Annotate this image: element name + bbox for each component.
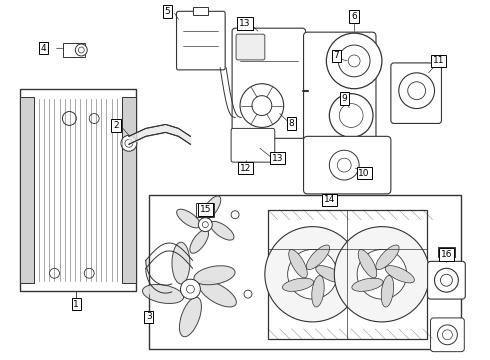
Bar	[122, 96, 136, 283]
Text: 8: 8	[289, 119, 294, 128]
FancyBboxPatch shape	[391, 63, 441, 123]
FancyBboxPatch shape	[236, 34, 265, 60]
Ellipse shape	[352, 278, 383, 291]
Ellipse shape	[376, 245, 399, 270]
Bar	[149, 195, 461, 349]
Circle shape	[399, 73, 435, 109]
Circle shape	[334, 227, 430, 322]
Circle shape	[408, 82, 426, 100]
Text: 16: 16	[441, 250, 452, 259]
Circle shape	[121, 135, 137, 151]
Text: 2: 2	[113, 121, 119, 130]
Circle shape	[288, 249, 337, 299]
Circle shape	[442, 330, 452, 340]
Text: 6: 6	[351, 12, 357, 21]
Text: 10: 10	[358, 168, 370, 177]
Text: 13: 13	[272, 154, 284, 163]
Text: 3: 3	[146, 312, 151, 321]
Circle shape	[305, 266, 320, 282]
FancyBboxPatch shape	[176, 11, 225, 70]
Ellipse shape	[316, 266, 345, 283]
Ellipse shape	[282, 278, 314, 291]
Ellipse shape	[190, 230, 209, 253]
Ellipse shape	[210, 221, 234, 240]
Circle shape	[75, 44, 87, 56]
Circle shape	[337, 158, 351, 172]
Ellipse shape	[358, 249, 377, 278]
Circle shape	[187, 285, 195, 293]
Text: 11: 11	[433, 57, 444, 66]
Text: 1: 1	[74, 300, 79, 309]
FancyBboxPatch shape	[231, 129, 275, 162]
Circle shape	[84, 268, 94, 278]
Circle shape	[244, 290, 252, 298]
Circle shape	[348, 55, 360, 67]
Ellipse shape	[202, 196, 221, 220]
Text: 5: 5	[165, 7, 171, 16]
Text: 15: 15	[199, 205, 211, 214]
Ellipse shape	[194, 266, 235, 285]
Circle shape	[441, 274, 452, 286]
Ellipse shape	[385, 266, 415, 283]
Circle shape	[62, 112, 76, 125]
Circle shape	[89, 113, 99, 123]
Ellipse shape	[172, 242, 190, 284]
Circle shape	[338, 45, 370, 77]
Text: 13: 13	[239, 19, 251, 28]
Circle shape	[231, 211, 239, 219]
FancyBboxPatch shape	[428, 261, 465, 299]
Circle shape	[49, 268, 59, 278]
Ellipse shape	[176, 209, 200, 228]
FancyBboxPatch shape	[431, 318, 465, 352]
Bar	[63, 43, 85, 57]
Circle shape	[339, 104, 363, 127]
Circle shape	[357, 249, 407, 299]
Circle shape	[240, 84, 284, 127]
Ellipse shape	[199, 281, 236, 307]
Ellipse shape	[312, 275, 324, 307]
Circle shape	[78, 47, 84, 53]
Bar	[194, 7, 208, 15]
Ellipse shape	[381, 275, 393, 307]
Circle shape	[329, 94, 373, 137]
Circle shape	[180, 279, 200, 299]
Bar	[20, 89, 136, 291]
Circle shape	[435, 268, 458, 292]
Circle shape	[326, 33, 382, 89]
Bar	[438, 247, 455, 257]
Ellipse shape	[143, 284, 184, 303]
FancyBboxPatch shape	[232, 28, 306, 138]
Ellipse shape	[306, 245, 330, 270]
Bar	[196, 203, 214, 217]
Circle shape	[265, 227, 360, 322]
FancyBboxPatch shape	[303, 136, 391, 194]
Circle shape	[252, 96, 272, 116]
Circle shape	[125, 139, 133, 147]
Circle shape	[198, 218, 212, 231]
Circle shape	[438, 325, 457, 345]
Text: 12: 12	[240, 163, 252, 172]
Circle shape	[202, 222, 208, 228]
Ellipse shape	[179, 297, 201, 337]
Bar	[20, 96, 34, 283]
Text: 7: 7	[333, 51, 339, 60]
Ellipse shape	[289, 249, 307, 278]
Text: 4: 4	[41, 44, 47, 53]
Text: 9: 9	[342, 94, 347, 103]
Bar	[268, 210, 427, 339]
Circle shape	[374, 266, 390, 282]
FancyBboxPatch shape	[303, 32, 376, 149]
Circle shape	[329, 150, 359, 180]
Text: 14: 14	[324, 195, 335, 204]
